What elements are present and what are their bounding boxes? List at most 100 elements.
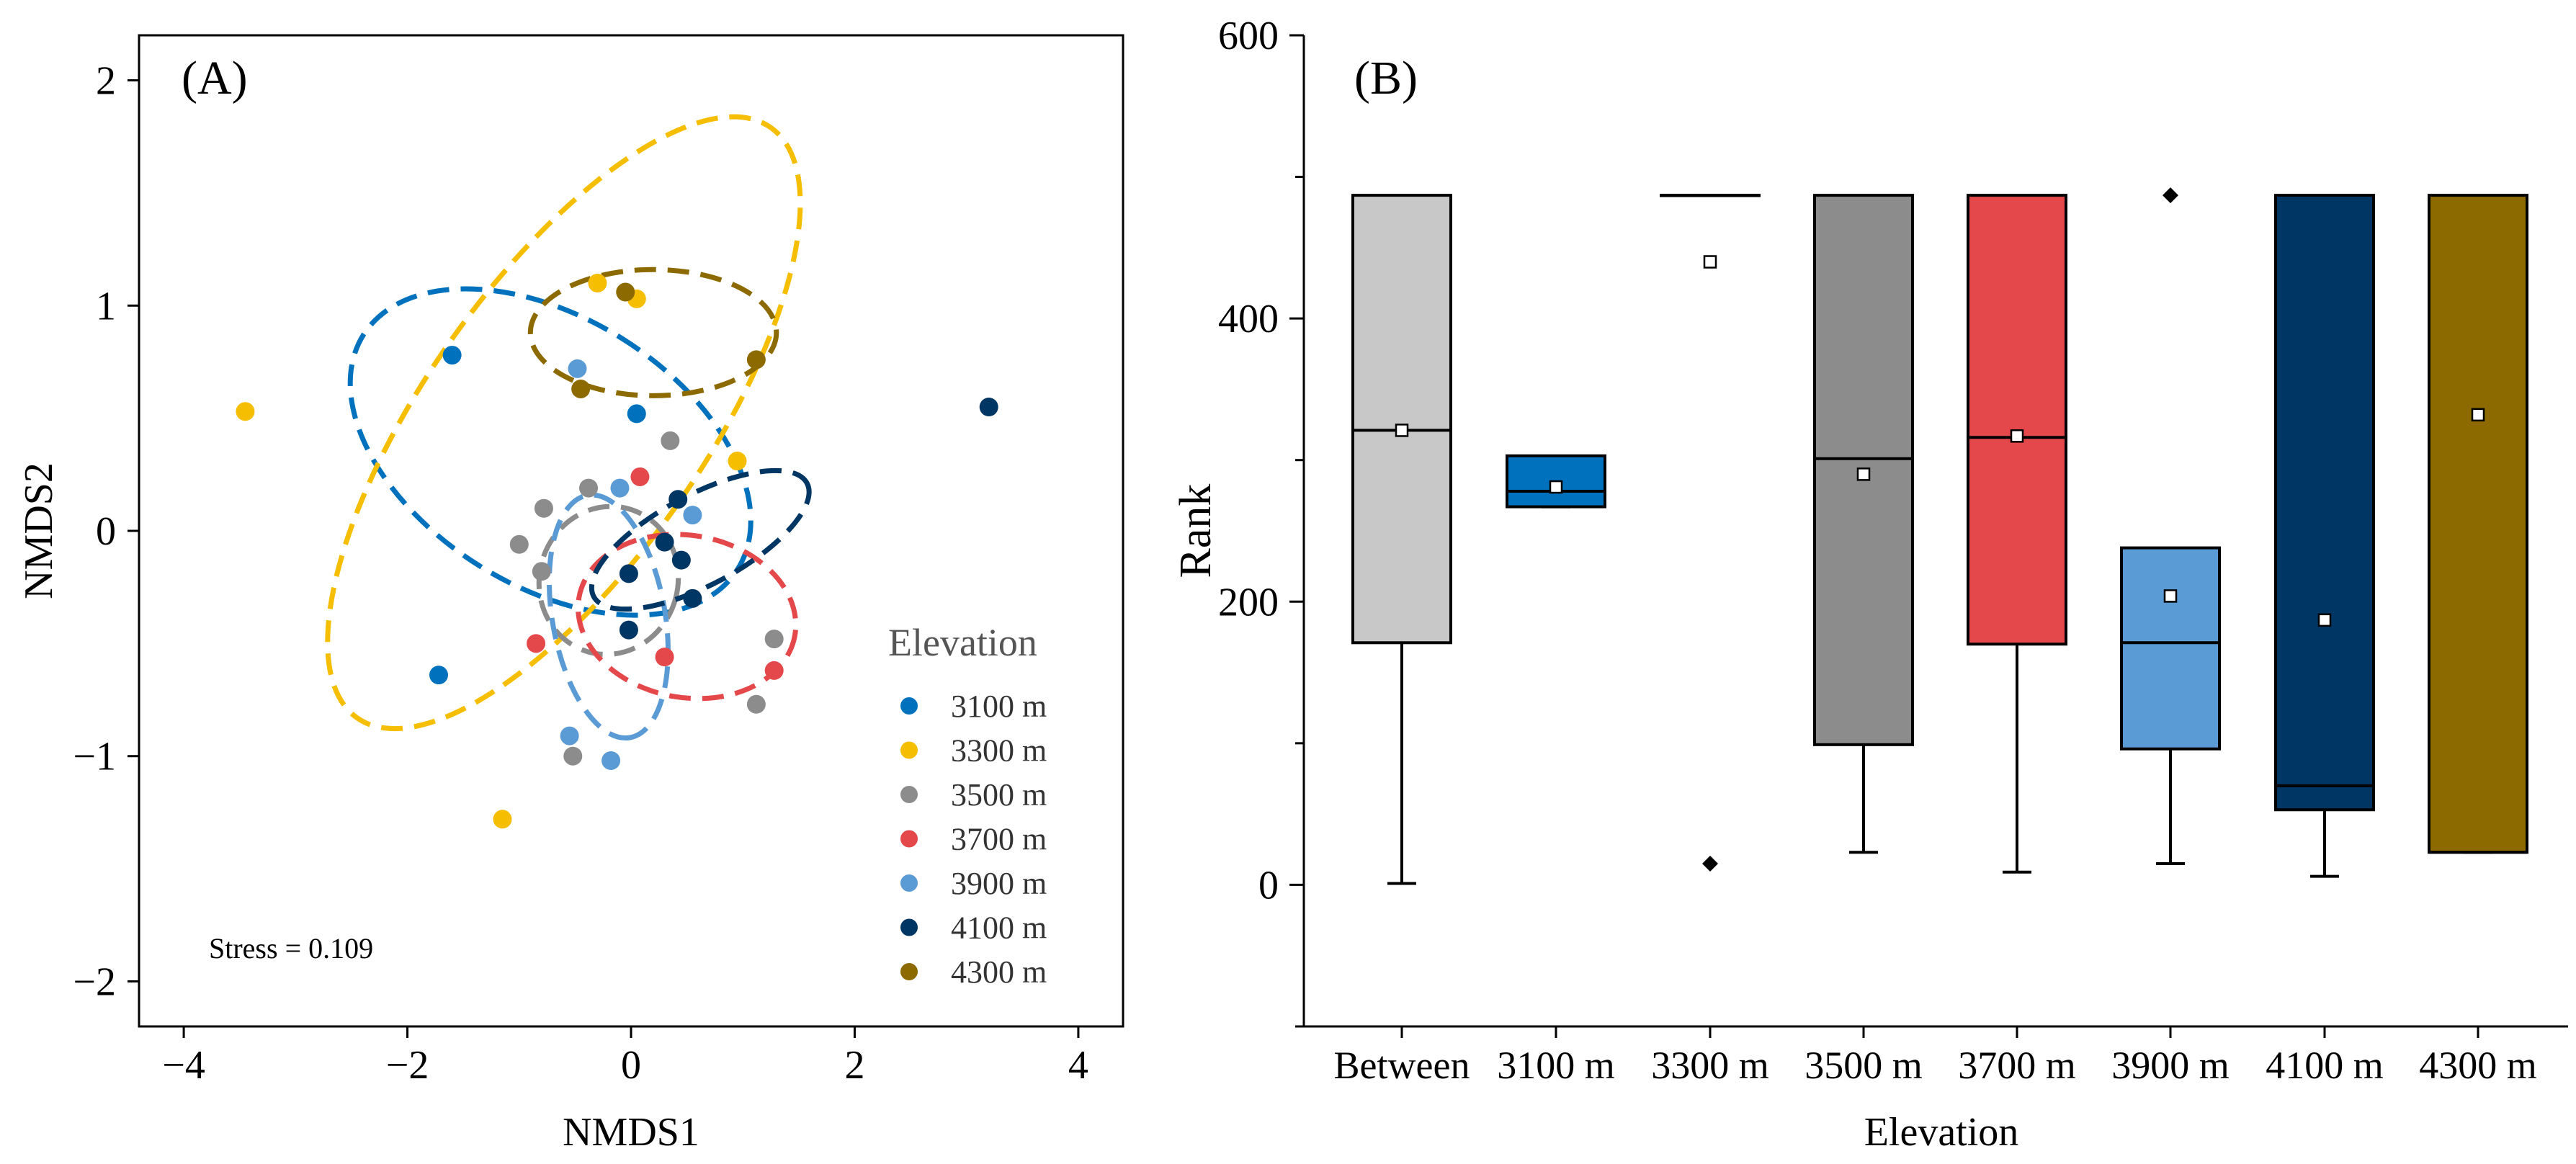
x-tick-label: 3500 m	[1804, 1044, 1923, 1087]
point-3900-m	[568, 359, 587, 378]
box-4100-m	[2274, 194, 2375, 812]
panel-a-label: (A)	[182, 52, 248, 104]
mean-marker-between	[1395, 424, 1409, 437]
panel-a-y-ticks: −2 −1 0 1 2	[73, 59, 139, 1004]
point-3500-m	[764, 630, 784, 649]
elevation-legend: Elevation 3100 m 3300 m 3500 m 3700 m 3900 m…	[888, 621, 1047, 990]
point-3300-m	[236, 402, 255, 421]
point-4100-m	[668, 490, 688, 509]
x-tick-label: 0	[621, 1043, 641, 1088]
point-3700-m	[655, 648, 674, 667]
point-4100-m	[619, 620, 638, 640]
legend-label-3700-m: 3700 m	[951, 822, 1047, 857]
mean-marker-3300-m	[1703, 255, 1717, 269]
point-3100-m	[627, 404, 646, 424]
mean-marker-3700-m	[2010, 429, 2024, 443]
legend-label-4300-m: 4300 m	[951, 954, 1047, 990]
mean-marker-3900-m	[2163, 589, 2178, 603]
point-3500-m	[746, 694, 766, 714]
point-4300-m	[571, 379, 591, 398]
point-4300-m	[616, 282, 635, 302]
legend-marker-3100-m	[900, 697, 918, 715]
y-tick-label: 2	[96, 59, 116, 104]
point-3300-m	[728, 452, 747, 471]
point-3500-m	[509, 534, 529, 554]
ellipse-4300-m	[527, 267, 779, 398]
legend-label-3100-m: 3100 m	[951, 689, 1047, 724]
point-3500-m	[534, 498, 553, 518]
y-tick-label: 200	[1218, 580, 1279, 624]
y-tick-label: −1	[73, 735, 116, 779]
ellipse-3300-m	[325, 114, 803, 732]
x-tick-label: Between	[1334, 1044, 1470, 1087]
point-3500-m	[532, 562, 551, 581]
panel-b-boxes	[1351, 187, 2528, 885]
x-tick-label: 4	[1068, 1043, 1088, 1088]
x-tick-label: 3900 m	[2111, 1044, 2230, 1087]
x-tick-label: 4300 m	[2419, 1044, 2537, 1087]
legend-label-3300-m: 3300 m	[951, 733, 1047, 769]
box-4300-m	[2428, 194, 2528, 854]
x-tick-label: 2	[844, 1043, 864, 1088]
legend-label-3500-m: 3500 m	[951, 777, 1047, 812]
box-3100-m	[1506, 454, 1606, 509]
x-tick-label: −4	[162, 1043, 205, 1088]
x-tick-label: −2	[386, 1043, 429, 1088]
legend-label-4100-m: 4100 m	[951, 910, 1047, 946]
point-3100-m	[442, 346, 462, 365]
panel-a-y-axis-label: NMDS2	[17, 462, 61, 599]
y-tick-label: 0	[96, 509, 116, 554]
point-3900-m	[601, 751, 621, 770]
point-4100-m	[683, 588, 702, 608]
box-3700-m	[1967, 194, 2067, 646]
panel-b-y-ticks: 0 200 400 600	[1218, 14, 1304, 1028]
mean-marker-4100-m	[2317, 613, 2332, 627]
point-3900-m	[560, 726, 579, 746]
stress-annotation: Stress = 0.109	[209, 932, 373, 964]
legend-marker-4100-m	[900, 918, 918, 936]
x-tick-label: 3100 m	[1497, 1044, 1615, 1087]
point-4100-m	[655, 532, 674, 552]
outlier-3900-m	[2163, 187, 2178, 204]
legend-label-3900-m: 3900 m	[951, 866, 1047, 901]
panel-a-ellipses	[325, 114, 812, 741]
box-between	[1351, 194, 1452, 645]
legend-title: Elevation	[888, 621, 1037, 664]
panel-b-x-ticks: Between 3100 m 3300 m 3500 m 3700 m 3900 m 410…	[1334, 1026, 2537, 1087]
point-3500-m	[661, 431, 680, 450]
ellipse-3900-m	[546, 492, 671, 741]
y-tick-label: 400	[1218, 297, 1279, 341]
legend-marker-3300-m	[900, 741, 918, 759]
legend-marker-4300-m	[900, 963, 918, 980]
point-3300-m	[493, 810, 512, 829]
mean-marker-3500-m	[1856, 467, 1871, 481]
point-4100-m	[979, 398, 998, 416]
legend-marker-3900-m	[900, 874, 918, 892]
point-3700-m	[630, 467, 650, 486]
point-3100-m	[429, 666, 449, 685]
point-3500-m	[563, 746, 583, 766]
mean-marker-3100-m	[1549, 480, 1563, 494]
point-3900-m	[683, 506, 702, 525]
outlier-3300-m	[1702, 855, 1718, 872]
point-3900-m	[610, 478, 630, 498]
panel-b-boxplot: 0 200 400 600 Between 3100 m 3300 m 3500 m 3700…	[1171, 14, 2568, 1155]
y-tick-label: 0	[1258, 863, 1279, 908]
panel-a-nmds: −4 −2 0 2 4 −2 −1 0 1 2 (A) Stress = 0.109 NMDS1…	[17, 34, 1124, 1155]
point-3500-m	[579, 478, 599, 498]
point-4100-m	[671, 550, 691, 570]
x-tick-label: 3300 m	[1651, 1044, 1769, 1087]
legend-marker-3700-m	[900, 830, 918, 848]
y-tick-label: −2	[73, 959, 116, 1004]
point-3700-m	[764, 661, 784, 680]
panel-b-y-axis-label: Rank	[1171, 484, 1220, 578]
legend-marker-3500-m	[900, 786, 918, 803]
mean-marker-4300-m	[2471, 408, 2485, 422]
x-tick-label: 4100 m	[2266, 1044, 2384, 1087]
box-3900-m	[2120, 546, 2221, 751]
y-tick-label: 600	[1218, 14, 1279, 58]
ellipse-3700-m	[576, 532, 799, 702]
y-tick-label: 1	[96, 284, 116, 328]
point-3300-m	[588, 274, 607, 292]
panel-a-x-ticks: −4 −2 0 2 4	[162, 1026, 1088, 1088]
